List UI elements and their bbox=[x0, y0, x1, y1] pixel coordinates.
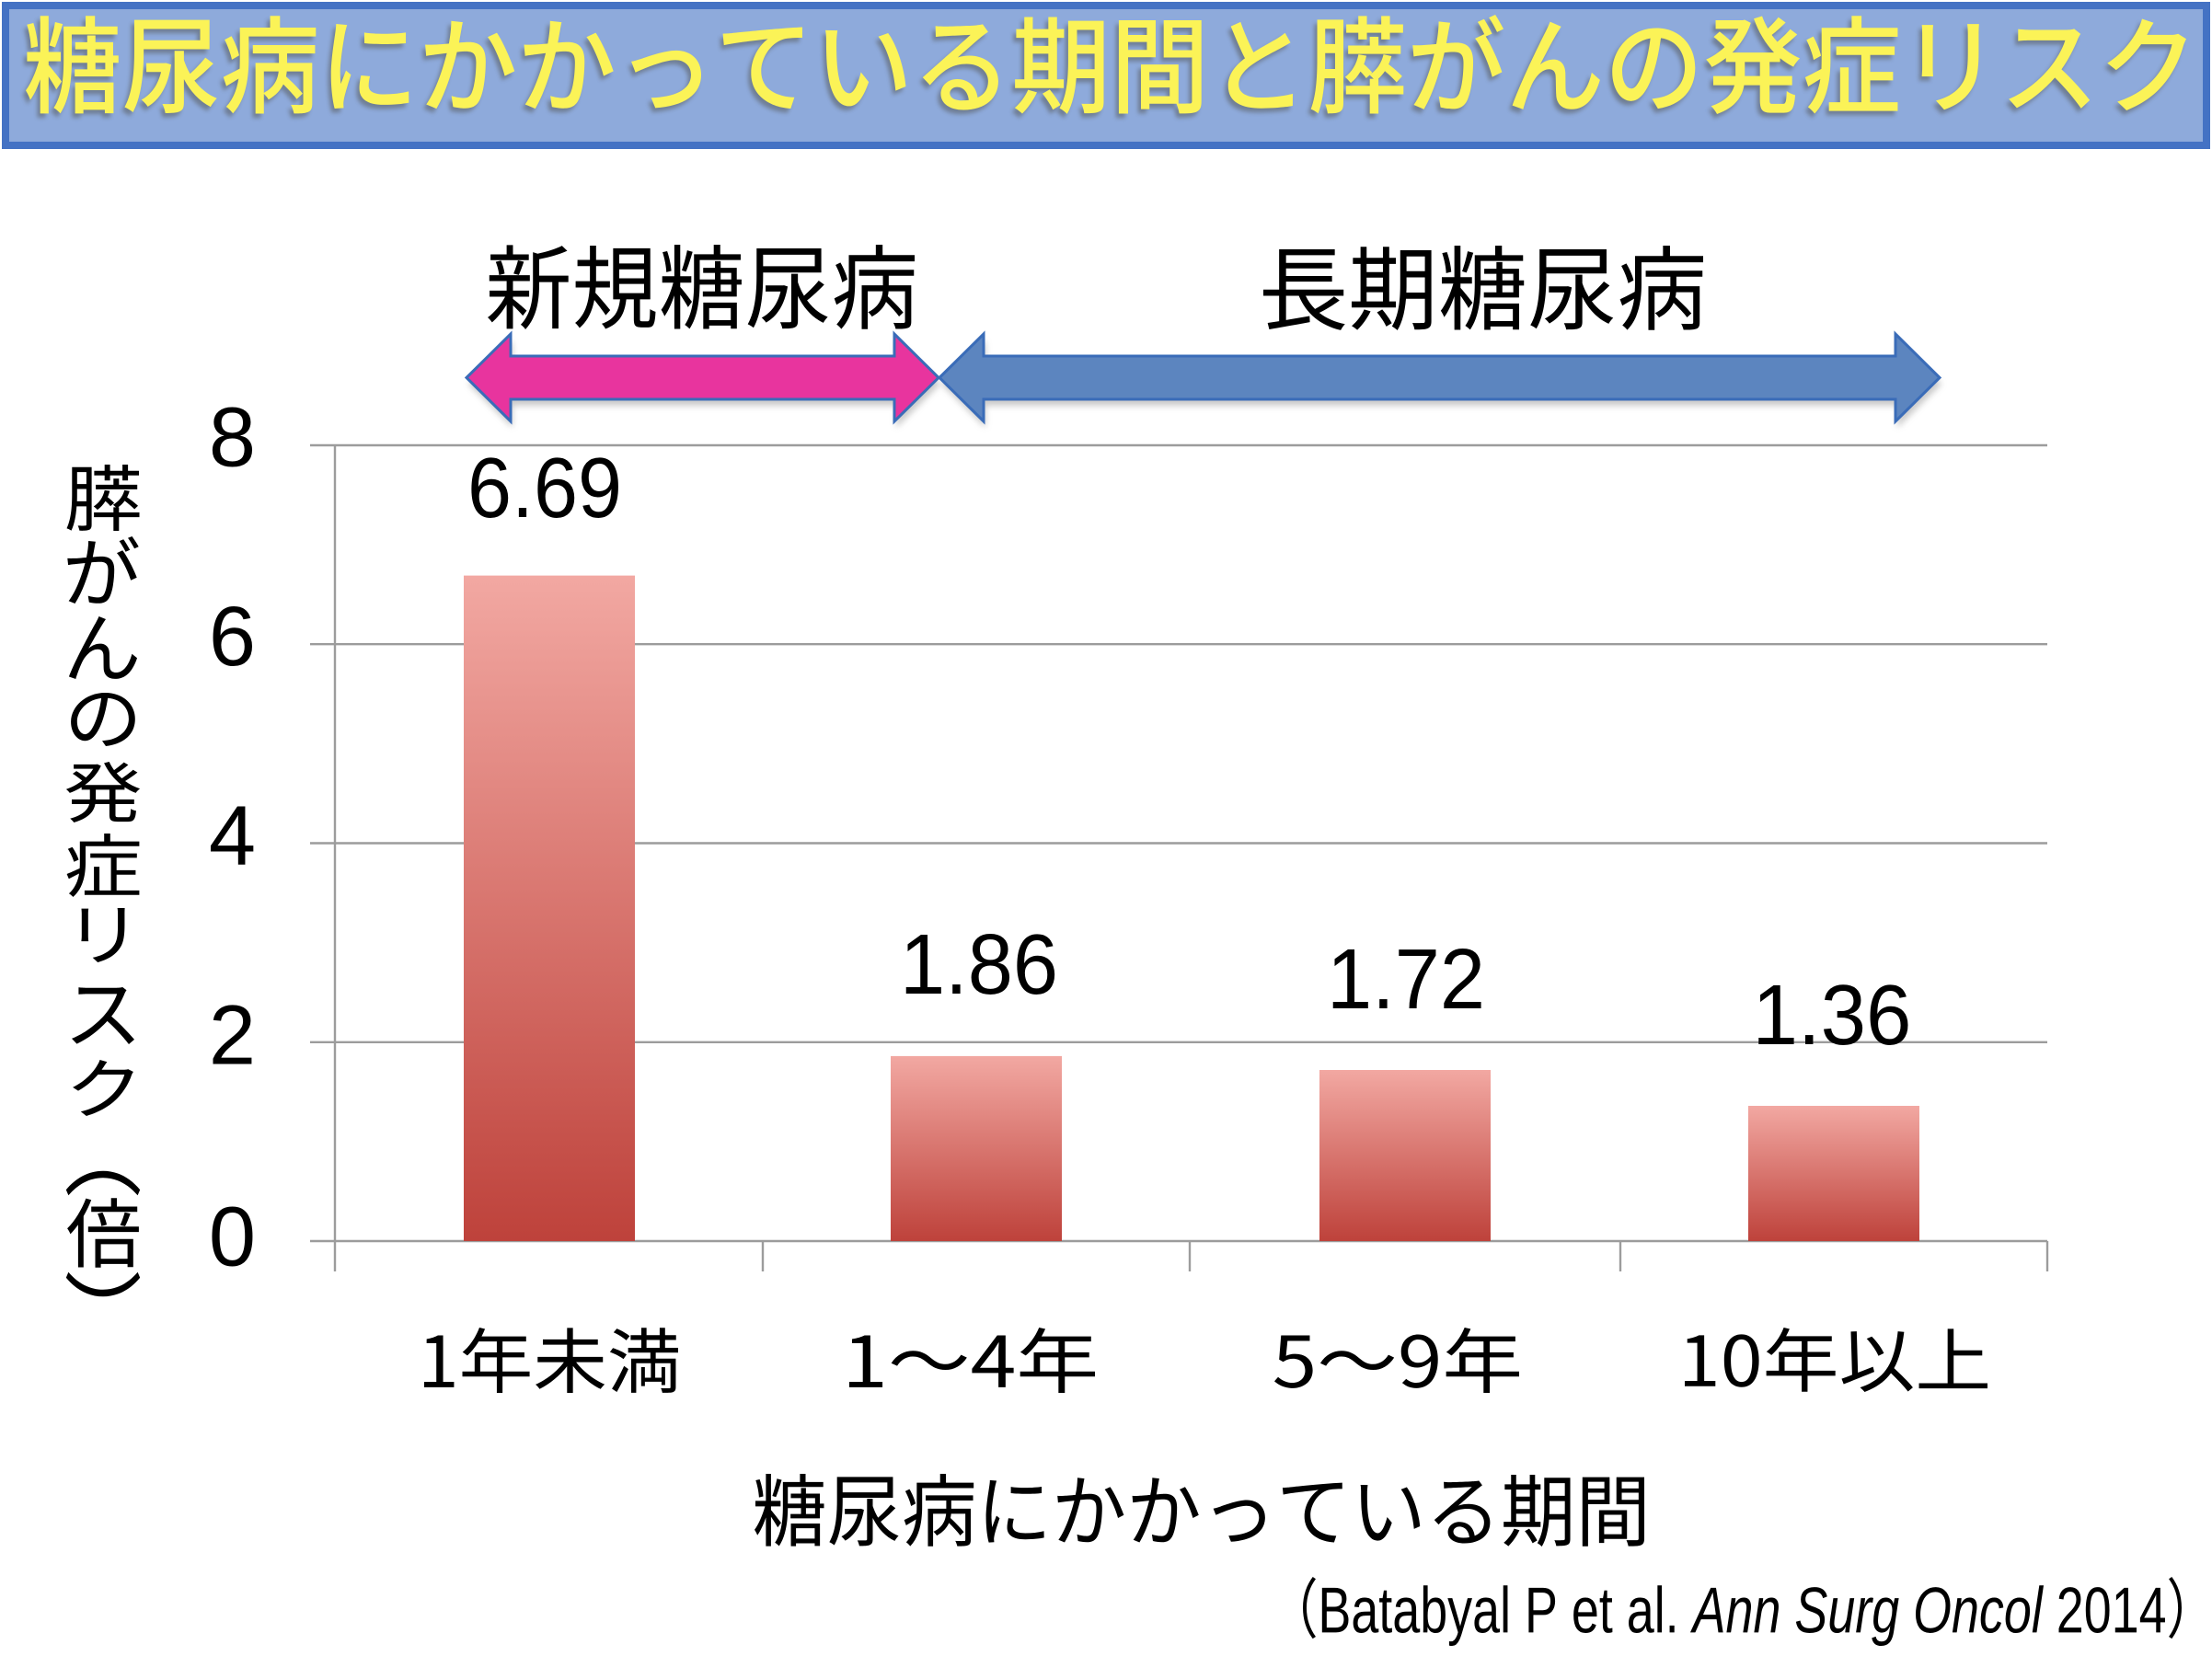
svg-text:1.72: 1.72 bbox=[1327, 931, 1485, 1027]
svg-text:0: 0 bbox=[209, 1190, 256, 1284]
svg-text:2: 2 bbox=[209, 988, 256, 1082]
svg-text:1.36: 1.36 bbox=[1753, 967, 1912, 1063]
svg-text:6.69: 6.69 bbox=[467, 440, 622, 535]
svg-text:4: 4 bbox=[209, 789, 256, 883]
svg-text:8: 8 bbox=[209, 391, 256, 485]
svg-text:1.86: 1.86 bbox=[900, 916, 1058, 1012]
svg-text:6: 6 bbox=[209, 590, 256, 684]
